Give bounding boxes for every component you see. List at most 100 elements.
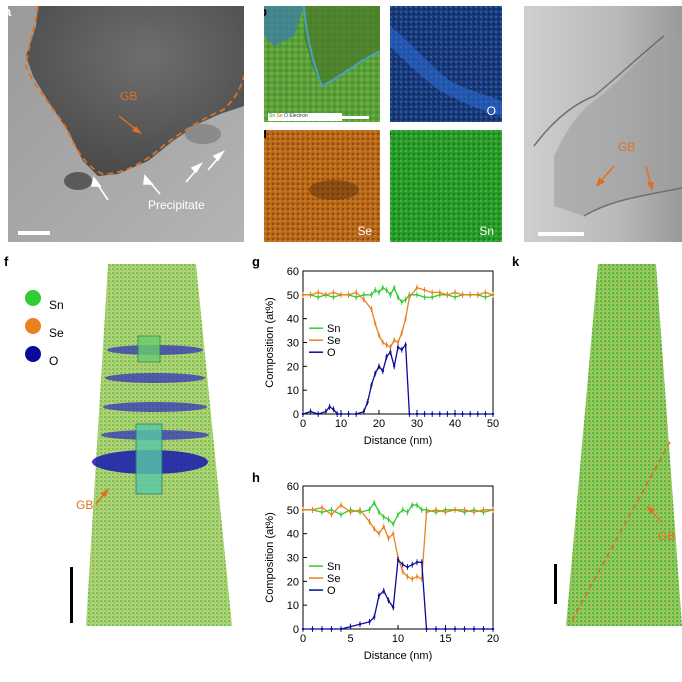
data-point-se xyxy=(392,532,395,535)
data-point-se xyxy=(301,293,305,297)
data-point-sn xyxy=(387,518,390,521)
data-point-se xyxy=(387,537,390,540)
data-point-o xyxy=(415,561,419,564)
data-point-sn xyxy=(423,296,426,299)
data-point-o xyxy=(469,412,472,416)
data-point-o xyxy=(339,627,343,631)
data-point-o xyxy=(491,627,495,631)
panel-h: 0 5 10 15 20 0 10 20 30 40 50 60 Distance (nm) Compos… xyxy=(248,468,500,682)
y-tick-label: 60 xyxy=(287,266,299,278)
x-tick-label: 15 xyxy=(439,633,451,645)
data-point-o xyxy=(366,400,369,404)
x-tick-label: 40 xyxy=(449,418,461,430)
data-point-o xyxy=(385,355,388,358)
data-point-sn xyxy=(339,513,343,516)
panel-f: f Sn Se O GB xyxy=(0,252,240,682)
data-point-se xyxy=(404,317,407,320)
data-point-sn xyxy=(484,296,487,299)
y-tick-label: 50 xyxy=(287,290,299,302)
data-point-se xyxy=(349,511,352,514)
data-point-o xyxy=(301,412,305,416)
data-point-se xyxy=(446,293,449,297)
x-tick-label: 0 xyxy=(300,633,306,645)
data-point-o xyxy=(408,412,411,416)
panel-d-label: d xyxy=(264,130,267,141)
data-point-o xyxy=(472,627,476,631)
data-point-se xyxy=(381,341,384,344)
panel-b-legend: Sn Se O Electron xyxy=(269,112,308,120)
data-point-se xyxy=(377,532,381,535)
legend-label-sn: Sn xyxy=(327,323,340,335)
data-point-sn xyxy=(377,511,381,514)
data-point-o xyxy=(389,350,392,354)
data-point-se xyxy=(339,503,343,507)
data-point-se xyxy=(425,511,428,514)
data-point-sn xyxy=(373,501,376,504)
data-point-o xyxy=(317,412,320,416)
panel-b-image xyxy=(264,6,380,122)
legend-se: Se xyxy=(276,113,283,119)
data-point-o xyxy=(370,384,373,387)
data-point-o xyxy=(396,346,400,349)
data-point-se xyxy=(476,293,479,297)
panel-c: c O xyxy=(390,6,502,122)
y-tick-label: 0 xyxy=(293,409,299,421)
legend-label-o: O xyxy=(327,585,336,597)
legend-label-sn: Sn xyxy=(327,561,340,573)
data-point-se xyxy=(396,341,400,344)
y-tick-label: 0 xyxy=(293,624,299,636)
data-point-se xyxy=(301,508,305,512)
data-point-sn xyxy=(370,293,373,297)
data-point-sn xyxy=(385,288,388,292)
data-point-sn xyxy=(330,508,333,512)
legend-label-se: Se xyxy=(327,573,340,585)
data-point-se xyxy=(339,293,343,297)
data-point-o xyxy=(339,412,343,416)
data-point-sn xyxy=(381,286,384,289)
data-point-se xyxy=(423,288,426,292)
data-point-o xyxy=(438,412,441,416)
data-point-o xyxy=(330,627,333,631)
data-point-se xyxy=(374,322,377,325)
data-point-o xyxy=(381,369,384,373)
data-point-o xyxy=(453,627,457,631)
data-point-se xyxy=(415,575,419,578)
panel-k: k GB xyxy=(508,252,682,682)
data-point-sn xyxy=(431,296,434,299)
panel-a-label: a xyxy=(8,6,11,19)
data-point-se xyxy=(491,508,495,512)
data-point-sn xyxy=(453,296,457,299)
data-point-o xyxy=(444,627,447,631)
data-point-o xyxy=(453,412,457,416)
panel-e-element: Sn xyxy=(479,224,494,238)
data-point-se xyxy=(347,293,350,297)
plot-area: 0 10 20 30 40 50 0 10 20 30 40 50 60 Distance (nm) Com… xyxy=(264,266,499,447)
data-point-o xyxy=(482,627,485,631)
data-point-o xyxy=(491,412,495,416)
data-point-se xyxy=(377,334,381,337)
data-point-se xyxy=(415,286,419,289)
y-tick-label: 40 xyxy=(287,314,299,326)
panel-f-label: f xyxy=(4,254,9,269)
data-point-sn xyxy=(392,522,395,526)
data-point-o xyxy=(377,594,381,597)
chart-g: 0 10 20 30 40 50 0 10 20 30 40 50 60 Distance (nm) Com… xyxy=(264,266,499,447)
series-line-o xyxy=(302,343,493,415)
data-point-se xyxy=(438,291,441,294)
panel-e-label: e xyxy=(390,130,391,141)
data-point-o xyxy=(368,620,371,624)
data-point-o xyxy=(423,412,426,416)
data-point-sn xyxy=(368,508,371,512)
panel-g-label: g xyxy=(252,254,260,269)
panel-d-image xyxy=(264,130,380,242)
data-point-se xyxy=(491,293,495,297)
data-point-o xyxy=(320,627,324,631)
data-point-o xyxy=(393,365,396,368)
legend-o: O xyxy=(284,113,288,119)
panel-b-label: b xyxy=(264,6,267,19)
data-point-se xyxy=(408,296,411,299)
panel-k-image xyxy=(554,264,682,626)
panel-i-image xyxy=(524,6,682,242)
legend-o: O xyxy=(49,354,59,368)
panel-h-label: h xyxy=(252,470,260,485)
